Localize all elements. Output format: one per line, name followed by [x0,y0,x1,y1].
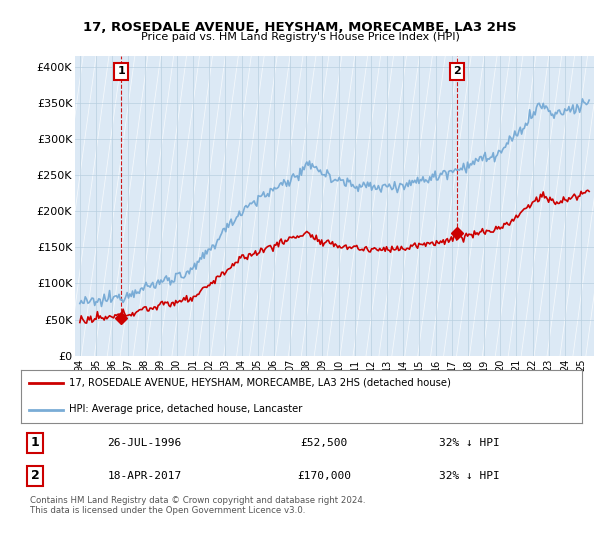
Text: 26-JUL-1996: 26-JUL-1996 [107,438,182,447]
Text: £52,500: £52,500 [301,438,347,447]
Text: 17, ROSEDALE AVENUE, HEYSHAM, MORECAMBE, LA3 2HS (detached house): 17, ROSEDALE AVENUE, HEYSHAM, MORECAMBE,… [68,378,451,388]
Text: 1: 1 [31,436,40,449]
Text: Contains HM Land Registry data © Crown copyright and database right 2024.
This d: Contains HM Land Registry data © Crown c… [30,496,365,515]
Text: 32% ↓ HPI: 32% ↓ HPI [439,438,500,447]
Text: 2: 2 [452,67,460,77]
Text: 2: 2 [31,469,40,482]
Text: 17, ROSEDALE AVENUE, HEYSHAM, MORECAMBE, LA3 2HS: 17, ROSEDALE AVENUE, HEYSHAM, MORECAMBE,… [83,21,517,34]
Text: 1: 1 [118,67,125,77]
Text: HPI: Average price, detached house, Lancaster: HPI: Average price, detached house, Lanc… [68,404,302,414]
Text: 18-APR-2017: 18-APR-2017 [107,471,182,480]
Text: 32% ↓ HPI: 32% ↓ HPI [439,471,500,480]
Text: £170,000: £170,000 [297,471,351,480]
Text: Price paid vs. HM Land Registry's House Price Index (HPI): Price paid vs. HM Land Registry's House … [140,32,460,43]
